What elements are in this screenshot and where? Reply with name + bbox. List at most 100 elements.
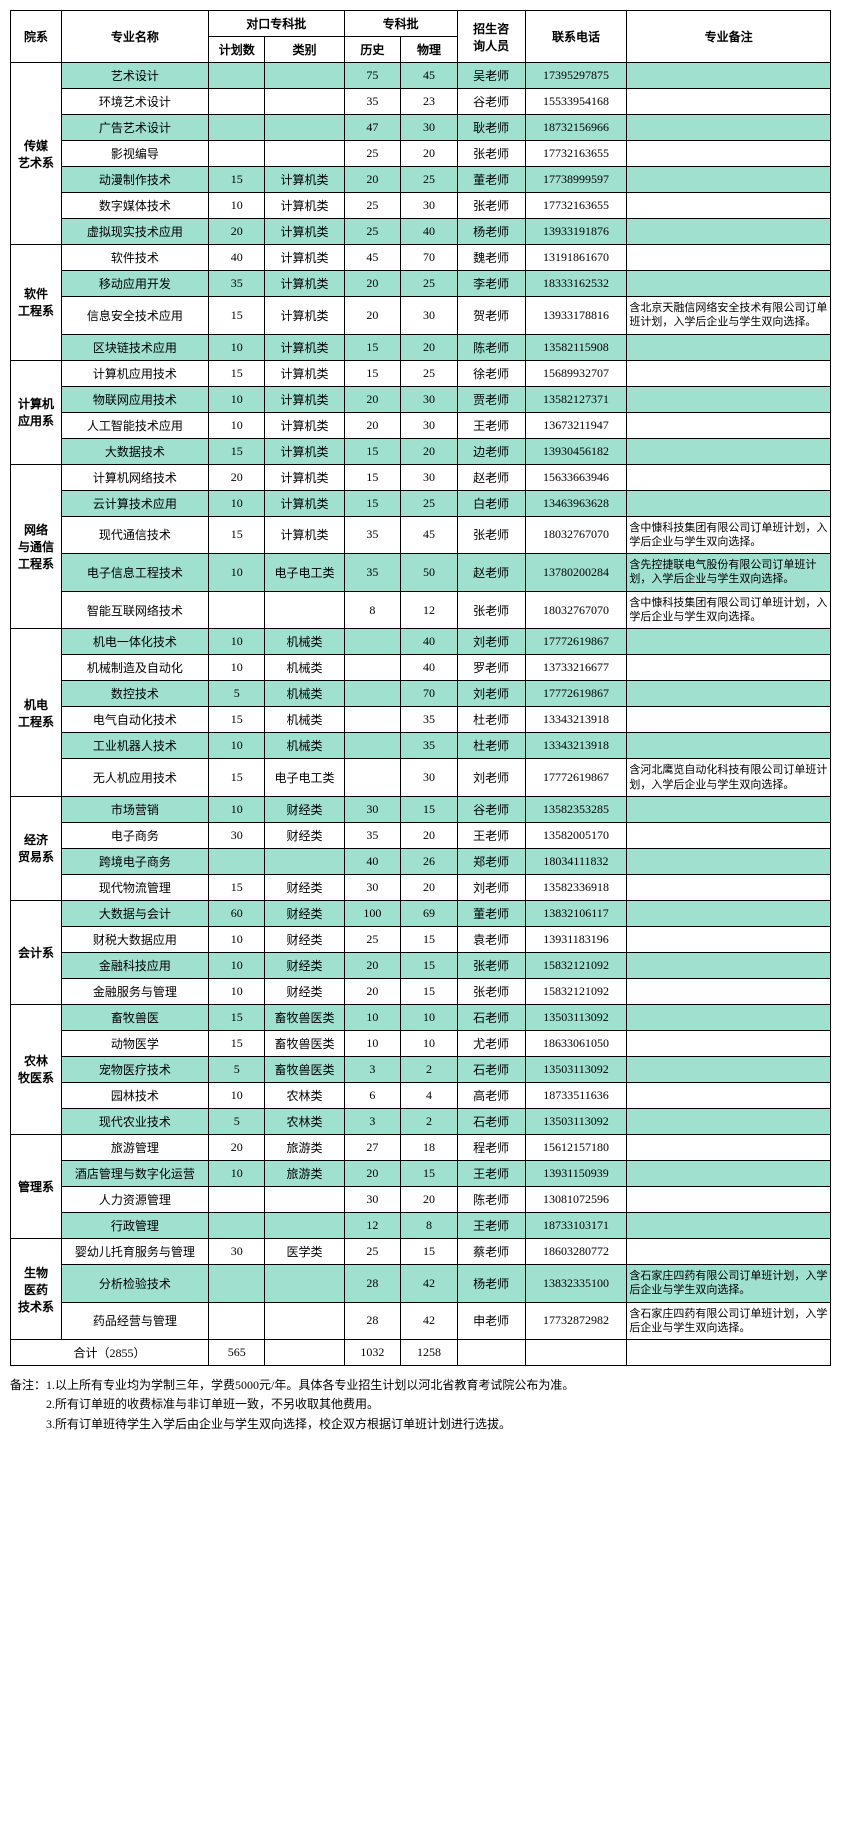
phone-cell: 13931150939 xyxy=(525,1160,627,1186)
table-row: 动物医学15畜牧兽医类1010尤老师18633061050 xyxy=(11,1030,831,1056)
cat-cell xyxy=(265,591,344,629)
cat-cell: 计算机类 xyxy=(265,271,344,297)
hist-cell: 20 xyxy=(344,978,401,1004)
phys-cell: 30 xyxy=(401,297,458,335)
table-row: 区块链技术应用10计算机类1520陈老师13582115908 xyxy=(11,334,831,360)
major-cell: 人工智能技术应用 xyxy=(61,412,208,438)
phone-cell: 17772619867 xyxy=(525,759,627,797)
plan-cell: 15 xyxy=(208,297,265,335)
remark-cell xyxy=(627,464,831,490)
cat-cell: 畜牧兽医类 xyxy=(265,1004,344,1030)
remark-cell xyxy=(627,848,831,874)
phys-cell: 35 xyxy=(401,707,458,733)
hist-cell xyxy=(344,681,401,707)
person-cell: 蔡老师 xyxy=(457,1238,525,1264)
major-cell: 区块链技术应用 xyxy=(61,334,208,360)
major-cell: 酒店管理与数字化运营 xyxy=(61,1160,208,1186)
major-cell: 动物医学 xyxy=(61,1030,208,1056)
remark-cell xyxy=(627,1212,831,1238)
hist-cell: 20 xyxy=(344,412,401,438)
hist-cell: 20 xyxy=(344,167,401,193)
major-cell: 现代通信技术 xyxy=(61,516,208,554)
total-plan: 565 xyxy=(208,1340,265,1366)
phone-cell: 13780200284 xyxy=(525,554,627,592)
phys-cell: 42 xyxy=(401,1302,458,1340)
dept-cell: 机电 工程系 xyxy=(11,629,62,797)
person-cell: 董老师 xyxy=(457,167,525,193)
hist-cell: 25 xyxy=(344,141,401,167)
phys-cell: 25 xyxy=(401,360,458,386)
plan-cell: 15 xyxy=(208,516,265,554)
person-cell: 谷老师 xyxy=(457,796,525,822)
remark-cell xyxy=(627,629,831,655)
cat-cell: 财经类 xyxy=(265,796,344,822)
phys-cell: 45 xyxy=(401,516,458,554)
total-phone xyxy=(525,1340,627,1366)
cat-cell: 财经类 xyxy=(265,822,344,848)
phone-cell: 13832106117 xyxy=(525,900,627,926)
major-cell: 虚拟现实技术应用 xyxy=(61,219,208,245)
plan-cell xyxy=(208,591,265,629)
remark-cell xyxy=(627,438,831,464)
person-cell: 张老师 xyxy=(457,952,525,978)
table-row: 广告艺术设计4730耿老师18732156966 xyxy=(11,115,831,141)
phys-cell: 15 xyxy=(401,926,458,952)
dept-cell: 网络 与通信 工程系 xyxy=(11,464,62,629)
major-cell: 畜牧兽医 xyxy=(61,1004,208,1030)
phone-cell: 13191861670 xyxy=(525,245,627,271)
table-row: 经济 贸易系市场营销10财经类3015谷老师13582353285 xyxy=(11,796,831,822)
major-cell: 环境艺术设计 xyxy=(61,89,208,115)
hist-cell: 28 xyxy=(344,1302,401,1340)
table-row: 分析检验技术2842杨老师13832335100含石家庄四药有限公司订单班计划，… xyxy=(11,1264,831,1302)
total-hist: 1032 xyxy=(344,1340,401,1366)
th-major: 专业名称 xyxy=(61,11,208,63)
cat-cell xyxy=(265,1302,344,1340)
cat-cell: 财经类 xyxy=(265,900,344,926)
remark-cell xyxy=(627,1004,831,1030)
remark-cell xyxy=(627,681,831,707)
cat-cell xyxy=(265,1212,344,1238)
plan-cell: 15 xyxy=(208,759,265,797)
cat-cell: 机械类 xyxy=(265,629,344,655)
cat-cell: 计算机类 xyxy=(265,167,344,193)
remark-cell xyxy=(627,1082,831,1108)
cat-cell xyxy=(265,89,344,115)
total-remark xyxy=(627,1340,831,1366)
person-cell: 刘老师 xyxy=(457,681,525,707)
th-physics: 物理 xyxy=(401,37,458,63)
hist-cell: 100 xyxy=(344,900,401,926)
table-row: 信息安全技术应用15计算机类2030贺老师13933178816含北京天融信网络… xyxy=(11,297,831,335)
plan-cell: 10 xyxy=(208,733,265,759)
hist-cell: 6 xyxy=(344,1082,401,1108)
phone-cell: 13582127371 xyxy=(525,386,627,412)
plan-cell: 5 xyxy=(208,681,265,707)
remark-cell xyxy=(627,141,831,167)
person-cell: 石老师 xyxy=(457,1004,525,1030)
phys-cell: 40 xyxy=(401,219,458,245)
hist-cell xyxy=(344,629,401,655)
table-row: 酒店管理与数字化运营10旅游类2015王老师13931150939 xyxy=(11,1160,831,1186)
phone-cell: 15689932707 xyxy=(525,360,627,386)
plan-cell: 5 xyxy=(208,1056,265,1082)
cat-cell: 计算机类 xyxy=(265,334,344,360)
remark-cell xyxy=(627,1108,831,1134)
th-consult: 招生咨 询人员 xyxy=(457,11,525,63)
table-row: 电子信息工程技术10电子电工类3550赵老师13780200284含先控捷联电气… xyxy=(11,554,831,592)
phys-cell: 40 xyxy=(401,655,458,681)
enrollment-table: 院系 专业名称 对口专科批 专科批 招生咨 询人员 联系电话 专业备注 计划数 … xyxy=(10,10,831,1366)
hist-cell: 20 xyxy=(344,1160,401,1186)
hist-cell: 27 xyxy=(344,1134,401,1160)
plan-cell: 15 xyxy=(208,360,265,386)
dept-cell: 计算机 应用系 xyxy=(11,360,62,464)
phys-cell: 18 xyxy=(401,1134,458,1160)
plan-cell: 10 xyxy=(208,334,265,360)
cat-cell: 电子电工类 xyxy=(265,759,344,797)
person-cell: 谷老师 xyxy=(457,89,525,115)
th-remark: 专业备注 xyxy=(627,11,831,63)
hist-cell: 3 xyxy=(344,1056,401,1082)
cat-cell: 计算机类 xyxy=(265,490,344,516)
plan-cell: 10 xyxy=(208,926,265,952)
person-cell: 张老师 xyxy=(457,141,525,167)
table-row: 药品经营与管理2842申老师17732872982含石家庄四药有限公司订单班计划… xyxy=(11,1302,831,1340)
person-cell: 王老师 xyxy=(457,1160,525,1186)
